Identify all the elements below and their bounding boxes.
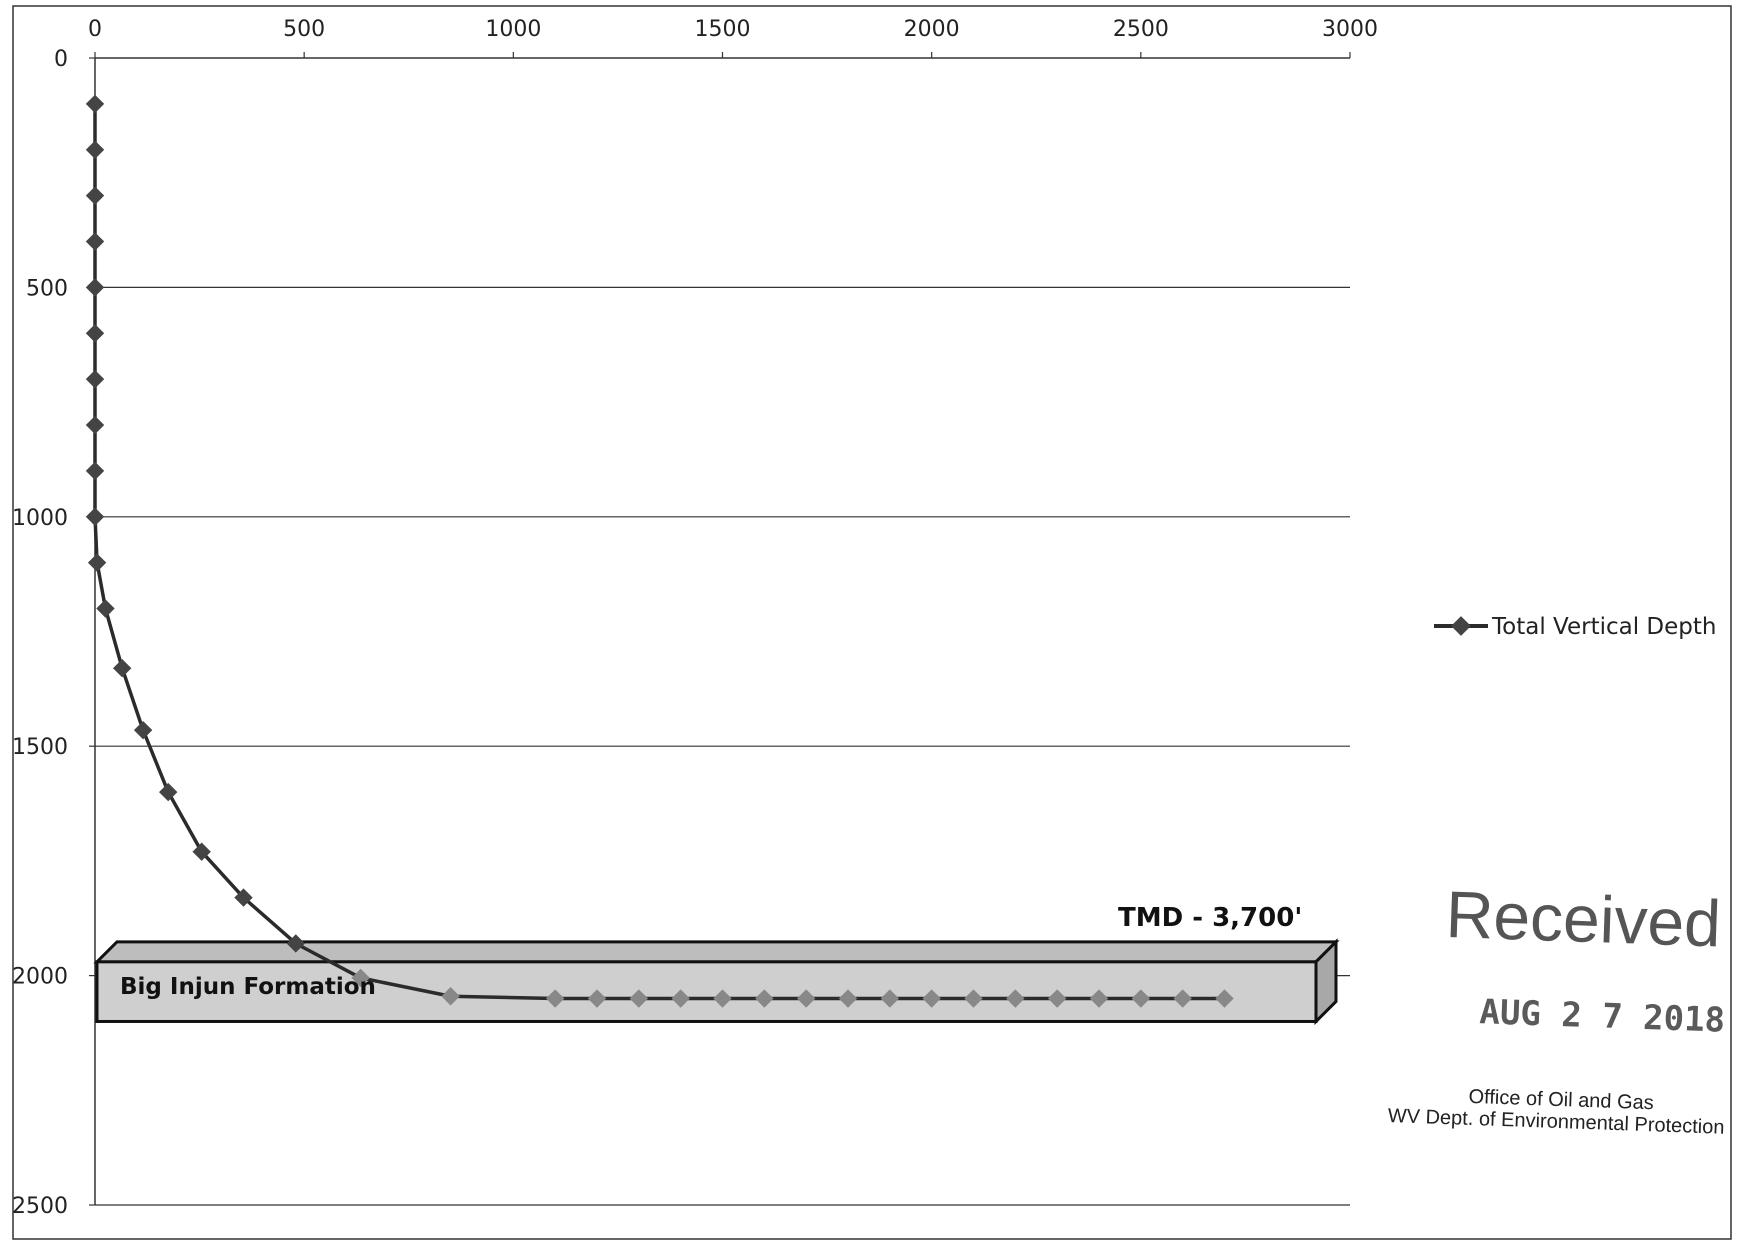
data-point <box>85 369 105 389</box>
legend-marker <box>1451 616 1471 636</box>
y-tick-label: 1000 <box>12 506 68 531</box>
data-point <box>85 140 105 159</box>
y-tick-label: 1500 <box>12 735 68 760</box>
data-point <box>755 989 774 1008</box>
data-point <box>629 989 649 1008</box>
legend: Total Vertical Depth <box>1434 614 1717 640</box>
formation-box-front <box>95 960 1318 1023</box>
data-point <box>234 888 253 907</box>
data-point <box>964 989 983 1008</box>
x-tick-label: 0 <box>88 17 102 42</box>
data-point <box>133 720 153 740</box>
data-point <box>1047 989 1067 1008</box>
y-tick-label: 2500 <box>12 1194 68 1219</box>
x-tick-label: 1500 <box>695 17 751 42</box>
data-point <box>1131 989 1151 1008</box>
data-point <box>922 989 941 1008</box>
data-point <box>545 989 565 1008</box>
data-point <box>838 989 858 1008</box>
data-point <box>192 842 211 861</box>
data-point <box>85 186 105 205</box>
formation-label: Big Injun Formation <box>120 974 376 1000</box>
received-stamp: Received AUG 2 7 2018 Office of Oil and … <box>1387 877 1726 1139</box>
data-point <box>85 415 105 435</box>
chart-frame <box>12 5 1732 1240</box>
data-point <box>1006 989 1025 1008</box>
y-tick-label: 0 <box>54 47 68 72</box>
data-point <box>441 987 460 1006</box>
data-point <box>85 278 105 297</box>
y-tick-label: 2000 <box>12 965 68 990</box>
x-tick-label: 1000 <box>485 17 541 42</box>
data-point <box>587 989 607 1008</box>
stamp-received-text: Received <box>1445 877 1723 961</box>
data-point <box>286 934 305 953</box>
formation-box-top <box>93 940 1340 964</box>
data-point <box>159 782 178 802</box>
data-point <box>880 989 900 1008</box>
data-point <box>671 989 690 1008</box>
data-point <box>1173 989 1192 1008</box>
data-point <box>85 507 105 526</box>
x-tick-label: 500 <box>283 17 325 42</box>
data-point <box>112 659 132 678</box>
data-point <box>351 968 370 988</box>
x-tick-label: 2000 <box>904 17 960 42</box>
data-point <box>1215 989 1234 1008</box>
data-point <box>85 232 105 251</box>
x-tick-label: 2500 <box>1113 17 1169 42</box>
series-total-vertical-depth <box>85 94 1234 1008</box>
stamp-date: AUG 2 7 2018 <box>1479 992 1726 1041</box>
data-point <box>87 553 107 572</box>
data-point <box>1089 989 1109 1008</box>
tmd-label: TMD - 3,700' <box>1118 903 1302 933</box>
x-tick-label: 3000 <box>1322 17 1378 42</box>
y-tick-label: 500 <box>26 276 68 301</box>
data-point <box>85 461 105 481</box>
formation-box <box>93 938 1340 1026</box>
data-point <box>85 94 105 114</box>
data-point <box>85 324 105 343</box>
data-point <box>96 599 115 618</box>
data-point <box>796 989 816 1008</box>
data-point <box>713 989 732 1008</box>
legend-label: Total Vertical Depth <box>1491 614 1717 640</box>
